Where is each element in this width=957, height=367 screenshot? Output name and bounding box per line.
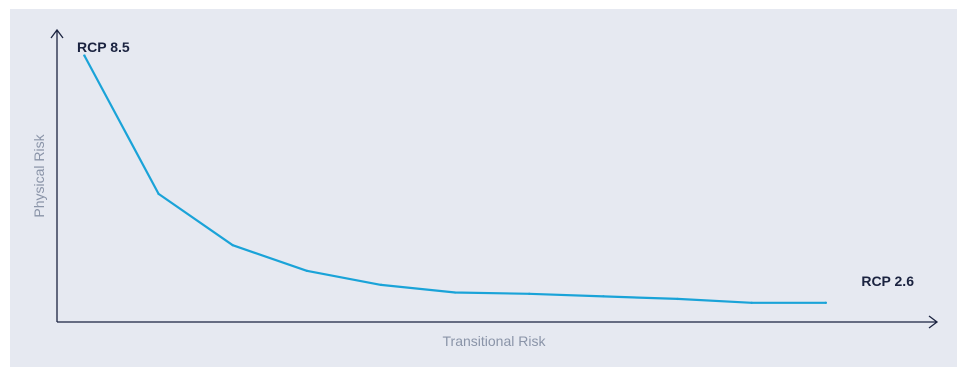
data-point <box>824 301 827 304</box>
start-label-rcp85: RCP 8.5 <box>77 39 130 55</box>
data-point <box>157 192 160 196</box>
data-point <box>231 243 234 247</box>
end-label-rcp26: RCP 2.6 <box>861 273 914 289</box>
data-point <box>305 269 309 272</box>
x-axis-title: Transitional Risk <box>443 333 547 349</box>
data-point <box>453 291 457 294</box>
y-axis <box>50 28 64 322</box>
data-point <box>676 297 679 301</box>
data-point <box>602 295 605 298</box>
data-point <box>379 283 383 287</box>
series-line <box>83 54 827 304</box>
chart-panel <box>10 9 957 367</box>
data-point <box>83 54 86 57</box>
y-axis-title: Physical Risk <box>31 133 47 217</box>
data-point <box>528 292 531 296</box>
x-axis <box>57 315 939 329</box>
y-axis-arrow <box>50 28 64 39</box>
x-axis-arrow <box>928 315 939 329</box>
data-point <box>750 301 753 304</box>
